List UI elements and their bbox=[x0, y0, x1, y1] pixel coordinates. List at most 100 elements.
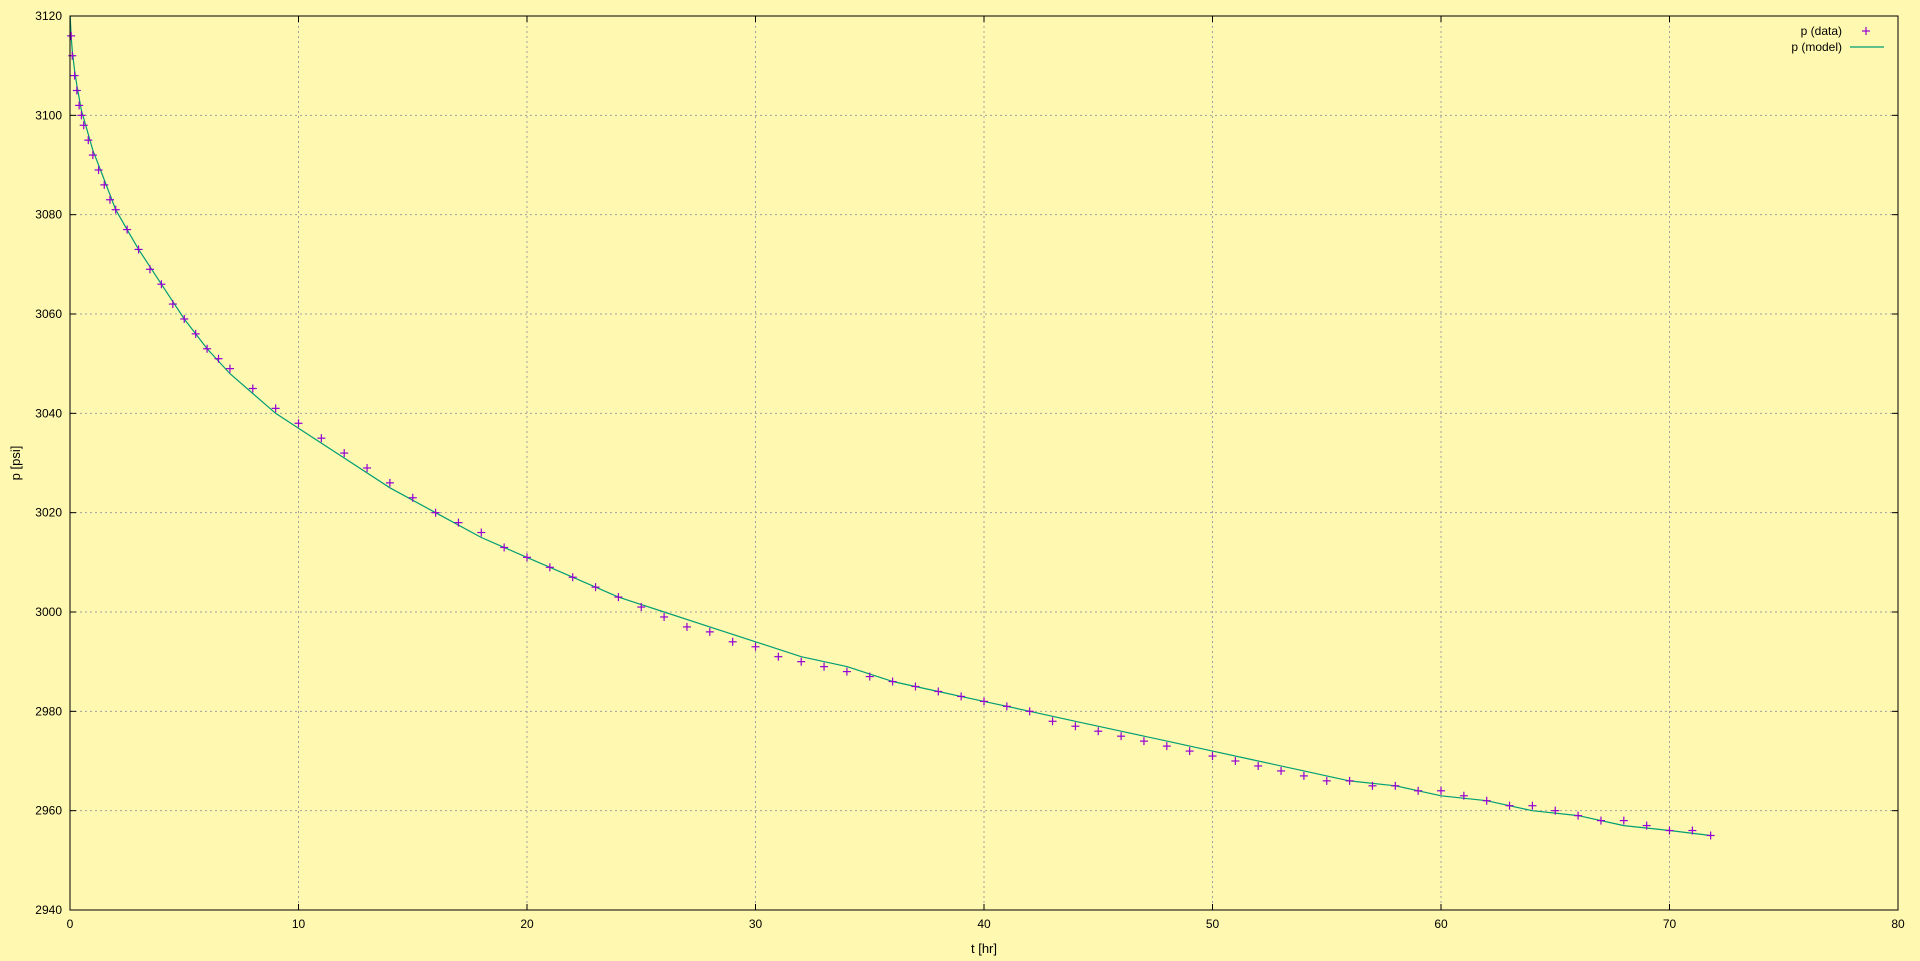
data-point bbox=[1002, 702, 1011, 711]
data-point bbox=[1642, 821, 1651, 830]
y-axis-label: p [psi] bbox=[8, 446, 23, 481]
data-point bbox=[191, 329, 200, 338]
data-point bbox=[363, 463, 372, 472]
data-point bbox=[72, 86, 81, 95]
data-point bbox=[340, 449, 349, 458]
data-point bbox=[123, 225, 132, 234]
data-point bbox=[545, 563, 554, 572]
data-point bbox=[100, 180, 109, 189]
data-point bbox=[134, 245, 143, 254]
data-point bbox=[682, 622, 691, 631]
data-point bbox=[1665, 826, 1674, 835]
data-point bbox=[77, 111, 86, 120]
data-point bbox=[1299, 771, 1308, 780]
data-point bbox=[145, 265, 154, 274]
y-tick-label: 3080 bbox=[35, 208, 62, 222]
data-point bbox=[1185, 747, 1194, 756]
data-point bbox=[271, 404, 280, 413]
x-tick-label: 60 bbox=[1434, 917, 1448, 931]
data-point bbox=[317, 434, 326, 443]
data-point bbox=[523, 553, 531, 562]
data-series bbox=[67, 31, 1715, 840]
x-tick-label: 20 bbox=[520, 917, 534, 931]
data-point bbox=[774, 652, 783, 661]
x-axis-label: t [hr] bbox=[971, 941, 997, 956]
x-tick-label: 0 bbox=[67, 917, 74, 931]
data-point bbox=[888, 677, 897, 686]
y-tick-label: 3120 bbox=[35, 9, 62, 23]
data-point bbox=[79, 121, 88, 130]
data-point bbox=[408, 493, 417, 502]
data-point bbox=[1482, 796, 1491, 805]
x-tick-label: 10 bbox=[292, 917, 306, 931]
data-point bbox=[385, 478, 394, 487]
data-point bbox=[180, 314, 189, 323]
data-point bbox=[431, 508, 440, 517]
data-point bbox=[1162, 742, 1171, 751]
data-point bbox=[1706, 831, 1715, 840]
data-point bbox=[1437, 786, 1445, 795]
data-point bbox=[751, 642, 760, 651]
data-point bbox=[67, 31, 76, 40]
y-tick-label: 2980 bbox=[35, 704, 62, 718]
data-point bbox=[477, 528, 486, 537]
x-tick-label: 70 bbox=[1663, 917, 1677, 931]
data-point bbox=[865, 672, 874, 681]
data-point bbox=[1551, 806, 1560, 815]
data-point bbox=[568, 573, 577, 582]
data-point bbox=[1071, 722, 1080, 731]
data-point bbox=[105, 195, 114, 204]
data-point bbox=[75, 101, 84, 110]
y-tick-label: 3100 bbox=[35, 108, 62, 122]
data-point bbox=[1414, 786, 1423, 795]
data-point bbox=[842, 667, 851, 676]
data-point bbox=[157, 280, 166, 289]
data-point bbox=[1368, 781, 1377, 790]
data-point bbox=[1208, 752, 1217, 761]
data-point bbox=[797, 657, 806, 666]
data-point bbox=[820, 662, 829, 671]
legend-label-data: p (data) bbox=[1801, 24, 1842, 38]
data-point bbox=[225, 364, 234, 373]
data-point bbox=[1528, 801, 1537, 810]
data-point bbox=[1505, 801, 1514, 810]
data-point bbox=[94, 165, 103, 174]
data-point bbox=[660, 612, 669, 621]
data-point bbox=[500, 543, 509, 552]
plot-border bbox=[69, 15, 1899, 911]
data-point bbox=[1574, 811, 1583, 820]
data-point bbox=[168, 300, 177, 309]
data-point bbox=[1688, 826, 1697, 835]
data-point bbox=[980, 697, 988, 706]
data-point bbox=[294, 419, 303, 428]
data-point bbox=[614, 593, 623, 602]
data-point bbox=[1277, 766, 1286, 775]
legend-marker-data bbox=[1862, 27, 1870, 35]
data-point bbox=[214, 354, 223, 363]
data-point bbox=[934, 687, 943, 696]
data-point bbox=[911, 682, 920, 691]
grid-lines bbox=[70, 16, 1898, 910]
data-point bbox=[203, 344, 212, 353]
x-tick-label: 30 bbox=[749, 917, 763, 931]
y-tick-label: 2940 bbox=[35, 903, 62, 917]
data-point bbox=[111, 205, 120, 214]
y-tick-label: 3040 bbox=[35, 406, 62, 420]
data-point bbox=[1619, 816, 1628, 825]
data-point bbox=[1048, 717, 1057, 726]
data-point bbox=[728, 637, 737, 646]
y-tick-label: 3060 bbox=[35, 307, 62, 321]
data-point bbox=[591, 583, 600, 592]
data-point bbox=[1459, 791, 1468, 800]
data-point bbox=[1117, 732, 1126, 741]
data-point bbox=[1254, 761, 1263, 770]
data-point bbox=[1596, 816, 1605, 825]
data-point bbox=[1025, 707, 1034, 716]
y-tick-label: 3020 bbox=[35, 506, 62, 520]
data-point bbox=[88, 151, 97, 160]
x-tick-label: 80 bbox=[1891, 917, 1905, 931]
data-point bbox=[454, 518, 463, 527]
data-point bbox=[1345, 776, 1354, 785]
